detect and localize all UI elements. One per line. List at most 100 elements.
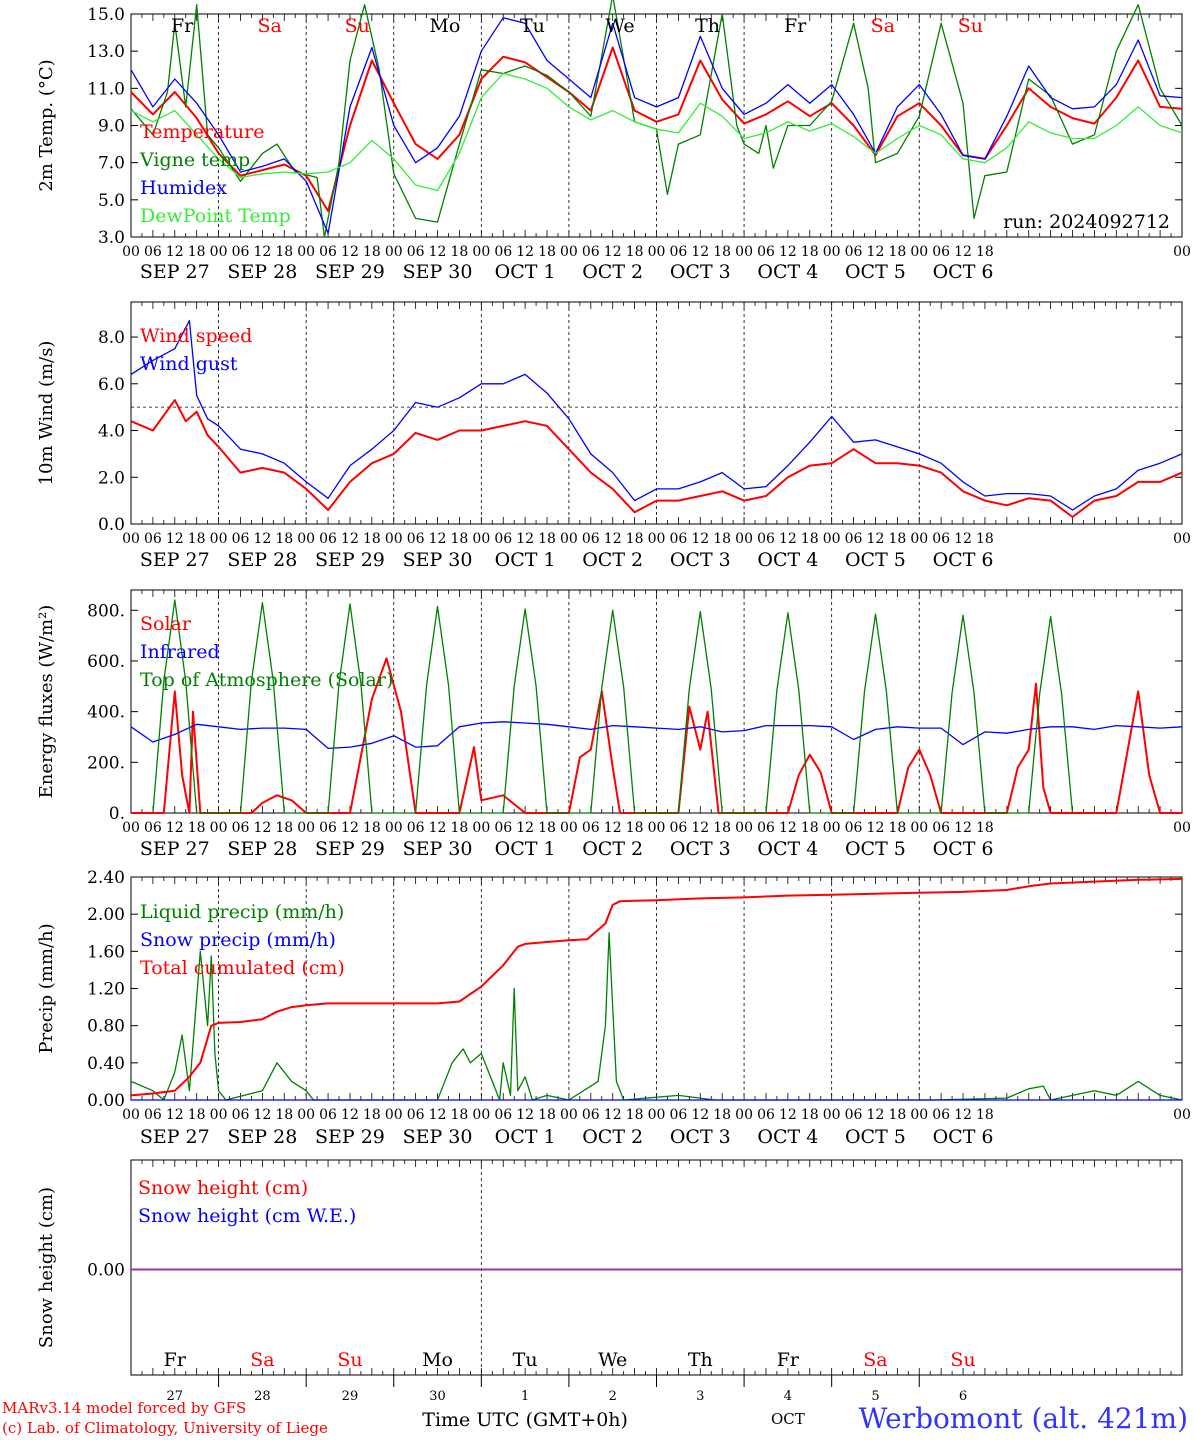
hour-tick-label: 12 xyxy=(166,244,184,260)
date-label: SEP 27 xyxy=(140,1126,210,1148)
hour-tick-label: 00 xyxy=(1173,1107,1191,1123)
hour-tick-label: 18 xyxy=(538,244,556,260)
date-label: OCT 4 xyxy=(757,261,818,283)
hour-tick-label: 06 xyxy=(757,1107,775,1123)
date-label: OCT 5 xyxy=(845,1126,906,1148)
hour-tick-label: 12 xyxy=(779,531,797,547)
hour-tick-label: 12 xyxy=(867,531,885,547)
y-axis-label: Snow height (cm) xyxy=(36,1187,57,1348)
y-axis-label: Precip (mm/h) xyxy=(36,923,57,1053)
hour-tick-label: 12 xyxy=(516,244,534,260)
hour-tick-label: 00 xyxy=(472,1107,490,1123)
hour-tick-label: 18 xyxy=(275,244,293,260)
hour-tick-label: 12 xyxy=(604,244,622,260)
hour-tick-label: 06 xyxy=(319,1107,337,1123)
weekday-label-bottom: We xyxy=(598,1349,627,1371)
date-label: OCT 1 xyxy=(495,261,556,283)
hour-tick-label: 06 xyxy=(582,531,600,547)
hour-tick-label: 00 xyxy=(472,820,490,836)
hour-tick-label: 18 xyxy=(888,820,906,836)
hour-tick-label: 00 xyxy=(297,1107,315,1123)
y-tick-label: 400. xyxy=(87,703,125,723)
legend-entry: Top of Atmosphere (Solar) xyxy=(140,669,393,691)
hour-tick-label: 18 xyxy=(801,244,819,260)
hour-tick-label: 12 xyxy=(691,820,709,836)
series-line-dewpoint-temp xyxy=(130,72,1183,192)
date-label: SEP 27 xyxy=(140,261,210,283)
hour-tick-label: 00 xyxy=(910,820,928,836)
hour-tick-label: 18 xyxy=(626,244,644,260)
hour-tick-label: 06 xyxy=(932,531,950,547)
y-tick-label: 3.0 xyxy=(98,228,125,248)
series-line-wind-speed xyxy=(130,399,1183,518)
hour-tick-label: 00 xyxy=(297,244,315,260)
date-label: SEP 29 xyxy=(315,1126,385,1148)
hour-tick-label: 18 xyxy=(363,1107,381,1123)
hour-tick-label: 06 xyxy=(144,531,162,547)
hour-tick-label: 18 xyxy=(188,820,206,836)
weekday-label-bottom: Sa xyxy=(250,1349,274,1371)
hour-tick-label: 00 xyxy=(122,820,140,836)
hour-tick-label: 18 xyxy=(451,531,469,547)
date-label: OCT 6 xyxy=(933,549,994,571)
hour-tick-label: 12 xyxy=(779,244,797,260)
hour-tick-label: 12 xyxy=(604,820,622,836)
weekday-label-top: Tu xyxy=(520,15,545,37)
date-label: OCT 4 xyxy=(757,549,818,571)
hour-tick-label: 06 xyxy=(144,1107,162,1123)
legend-entry: Total cumulated (cm) xyxy=(140,957,345,979)
hour-tick-label: 00 xyxy=(122,531,140,547)
hour-tick-label: 06 xyxy=(494,1107,512,1123)
hour-tick-label: 12 xyxy=(341,531,359,547)
hour-tick-label: 00 xyxy=(648,1107,666,1123)
hour-tick-label: 18 xyxy=(713,820,731,836)
y-tick-label: 0. xyxy=(109,804,125,824)
hour-tick-label: 18 xyxy=(538,531,556,547)
date-label: OCT 3 xyxy=(670,838,731,860)
hour-tick-label: 12 xyxy=(429,531,447,547)
hour-tick-label: 06 xyxy=(407,244,425,260)
date-label: OCT 6 xyxy=(933,838,994,860)
legend-entry: Wind gust xyxy=(140,353,238,375)
hour-tick-label: 18 xyxy=(888,531,906,547)
hour-tick-label: 00 xyxy=(122,244,140,260)
legend-entry: Snow height (cm) xyxy=(138,1177,308,1199)
weekday-label-top: Su xyxy=(345,15,370,37)
y-tick-label: 0.0 xyxy=(98,515,125,535)
hour-tick-label: 00 xyxy=(910,531,928,547)
y-tick-label: 0.00 xyxy=(87,1261,125,1281)
hour-tick-label: 12 xyxy=(429,244,447,260)
hour-tick-label: 12 xyxy=(867,1107,885,1123)
station-title: Werbomont (alt. 421m) xyxy=(858,1402,1188,1435)
hour-tick-label: 18 xyxy=(713,1107,731,1123)
date-label: OCT 6 xyxy=(933,261,994,283)
y-tick-label: 15.0 xyxy=(87,5,125,25)
date-label: OCT 4 xyxy=(757,1126,818,1148)
hour-tick-label: 06 xyxy=(232,244,250,260)
hour-tick-label: 00 xyxy=(385,244,403,260)
hour-tick-label: 12 xyxy=(516,531,534,547)
weekday-label-top: Mo xyxy=(429,15,460,37)
weekday-label-top: Sa xyxy=(871,15,895,37)
run-label: run: 2024092712 xyxy=(1003,211,1170,233)
date-label: OCT 2 xyxy=(582,549,643,571)
hour-tick-label: 12 xyxy=(691,244,709,260)
date-label: SEP 30 xyxy=(403,1126,473,1148)
weekday-label-top: Th xyxy=(695,15,720,37)
hour-tick-label: 00 xyxy=(910,244,928,260)
hour-tick-label: 18 xyxy=(801,1107,819,1123)
hour-tick-label: 12 xyxy=(341,1107,359,1123)
hour-tick-label: 18 xyxy=(888,1107,906,1123)
hour-tick-label: 18 xyxy=(888,244,906,260)
hour-tick-label: 18 xyxy=(626,820,644,836)
hour-tick-label: 18 xyxy=(538,1107,556,1123)
y-tick-label: 200. xyxy=(87,753,125,773)
day-number-label: 30 xyxy=(429,1389,446,1404)
date-label: SEP 30 xyxy=(403,549,473,571)
y-tick-label: 6.0 xyxy=(98,375,125,395)
hour-tick-label: 06 xyxy=(144,820,162,836)
series-line-infrared xyxy=(130,721,1183,750)
hour-tick-label: 06 xyxy=(669,1107,687,1123)
hour-tick-label: 12 xyxy=(604,531,622,547)
